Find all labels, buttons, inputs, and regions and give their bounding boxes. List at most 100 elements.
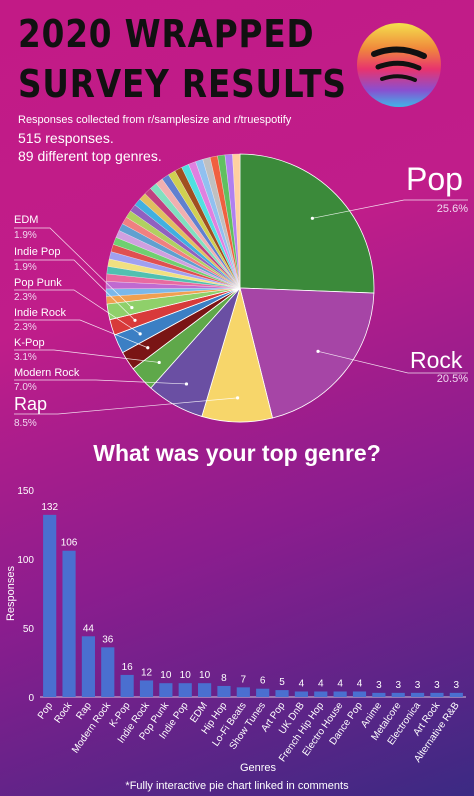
pie-label-k-pop: K-Pop (14, 337, 45, 349)
pie-leader-dot (310, 216, 314, 220)
pie-label-edm: EDM (14, 214, 38, 226)
x-tick-label: Rock (52, 700, 75, 726)
x-tick-label: Lo-Fi Beats (210, 700, 248, 748)
bar-electro-house (333, 691, 347, 697)
x-tick-label: Art Rock (411, 700, 443, 739)
bar-art-pop (275, 690, 289, 697)
y-tick-label: 100 (17, 555, 34, 566)
pie-percent-modern-rock: 7.0% (14, 382, 37, 393)
x-tick-label: Indie Pop (157, 700, 190, 741)
pie-percent-pop: 25.6% (437, 203, 468, 215)
pie-slice-other-29 (232, 153, 241, 289)
stat-responses: 515 responses. (18, 130, 114, 146)
pie-leader-line (14, 397, 238, 415)
pie-leader-dot (235, 396, 240, 400)
x-tick-label: Anime (359, 700, 385, 730)
bar-value-label: 10 (180, 670, 192, 681)
pie-leader-line (312, 199, 468, 219)
pie-percent-k-pop: 3.1% (14, 352, 37, 363)
x-tick-label: Electronica (386, 700, 424, 747)
pie-label-indie-rock: Indie Rock (14, 307, 66, 319)
title-line-2: SURVEY RESULTS (18, 62, 347, 106)
pie-leader-line (317, 350, 468, 374)
bar-indie-rock (139, 680, 154, 697)
bar-pop-punk (159, 683, 173, 697)
bar-anime (372, 692, 386, 697)
pie-percent-rap: 8.5% (14, 418, 37, 429)
bar-value-label: 3 (434, 680, 440, 691)
bar-value-label: 10 (160, 670, 172, 681)
bar-value-label: 44 (83, 623, 95, 634)
x-tick-label: Electro House (301, 700, 346, 758)
pie-slice-rock (239, 287, 375, 419)
pie-percent-edm: 1.9% (14, 230, 37, 241)
pie-leader-dot (133, 318, 137, 322)
question-heading: What was your top genre? (93, 440, 381, 466)
x-tick-label: Show Tunes (228, 700, 269, 751)
x-tick-label: Hip Hop (200, 700, 230, 736)
pie-leader-line (14, 379, 187, 385)
pie-leader-dot (146, 346, 150, 350)
bar-value-label: 3 (376, 680, 382, 691)
pie-leader-line (14, 289, 141, 335)
x-tick-label: Pop Punk (137, 700, 171, 743)
bar-french-hip-hop (314, 691, 328, 697)
pie-leader-dot (157, 360, 161, 365)
pie-label-pop: Pop (406, 161, 463, 197)
pie-label-indie-pop: Indie Pop (14, 246, 60, 258)
bar-value-label: 5 (279, 677, 285, 688)
subtitle: Responses collected from r/samplesize an… (18, 114, 292, 126)
x-tick-label: French Hip Hop (277, 700, 326, 764)
bar-value-label: 4 (357, 678, 363, 689)
x-tick-label: Art Pop (259, 700, 287, 734)
bar-value-label: 4 (299, 678, 305, 689)
pie-percent-indie-rock: 2.3% (14, 322, 37, 333)
pie-leader-dot (130, 305, 134, 310)
bar-value-label: 6 (260, 676, 266, 687)
bar-indie-pop (178, 683, 192, 697)
x-tick-label: Alternative R&B (412, 700, 462, 764)
y-tick-label: 150 (17, 486, 34, 497)
pie-leader-dot (184, 382, 189, 386)
bar-value-label: 8 (221, 673, 227, 684)
pie-label-pop-punk: Pop Punk (14, 277, 62, 289)
spotify-logo-icon (357, 23, 441, 107)
bar-value-label: 7 (241, 674, 247, 685)
y-tick-label: 0 (28, 693, 34, 704)
bar-art-rock (430, 692, 444, 697)
bar-rap (81, 636, 95, 697)
pie-percent-pop-punk: 2.3% (14, 292, 37, 303)
bar-lo-fi-beats (236, 687, 250, 697)
bar-value-label: 4 (337, 678, 343, 689)
pie-leader-line (14, 227, 133, 308)
pie-leader-line (14, 349, 160, 363)
bar-value-label: 12 (141, 667, 153, 678)
x-tick-label: Indie Rock (116, 700, 153, 746)
stat-genres: 89 different top genres. (18, 148, 162, 164)
title-line-1: 2020 WRAPPED (18, 12, 315, 56)
bar-pop (43, 514, 57, 697)
x-tick-label: EDM (188, 700, 210, 725)
bar-value-label: 3 (454, 680, 460, 691)
bar-value-label: 106 (61, 538, 78, 549)
pie-leader-line (14, 319, 148, 349)
pie-percent-rock: 20.5% (437, 373, 468, 385)
x-tick-label: Modern Rock (70, 700, 114, 756)
x-tick-label: UK DnB (277, 700, 307, 736)
bar-rock (62, 550, 76, 697)
bar-hip-hop (217, 685, 231, 697)
bar-dance-pop (352, 691, 367, 697)
bar-modern-rock (101, 647, 115, 697)
x-tick-label: Metalcore (369, 700, 403, 743)
pie-leader-dot (316, 349, 320, 353)
bar-alternative-r-b (449, 692, 463, 697)
bar-k-pop (120, 674, 134, 697)
y-axis-label: Responses (5, 565, 17, 621)
pie-label-rock: Rock (410, 347, 463, 373)
bar-metalcore (391, 692, 405, 697)
bar-electronica (411, 692, 425, 697)
pie-percent-indie-pop: 1.9% (14, 262, 37, 273)
pie-label-rap: Rap (14, 394, 47, 414)
bar-uk-dnb (294, 691, 308, 697)
